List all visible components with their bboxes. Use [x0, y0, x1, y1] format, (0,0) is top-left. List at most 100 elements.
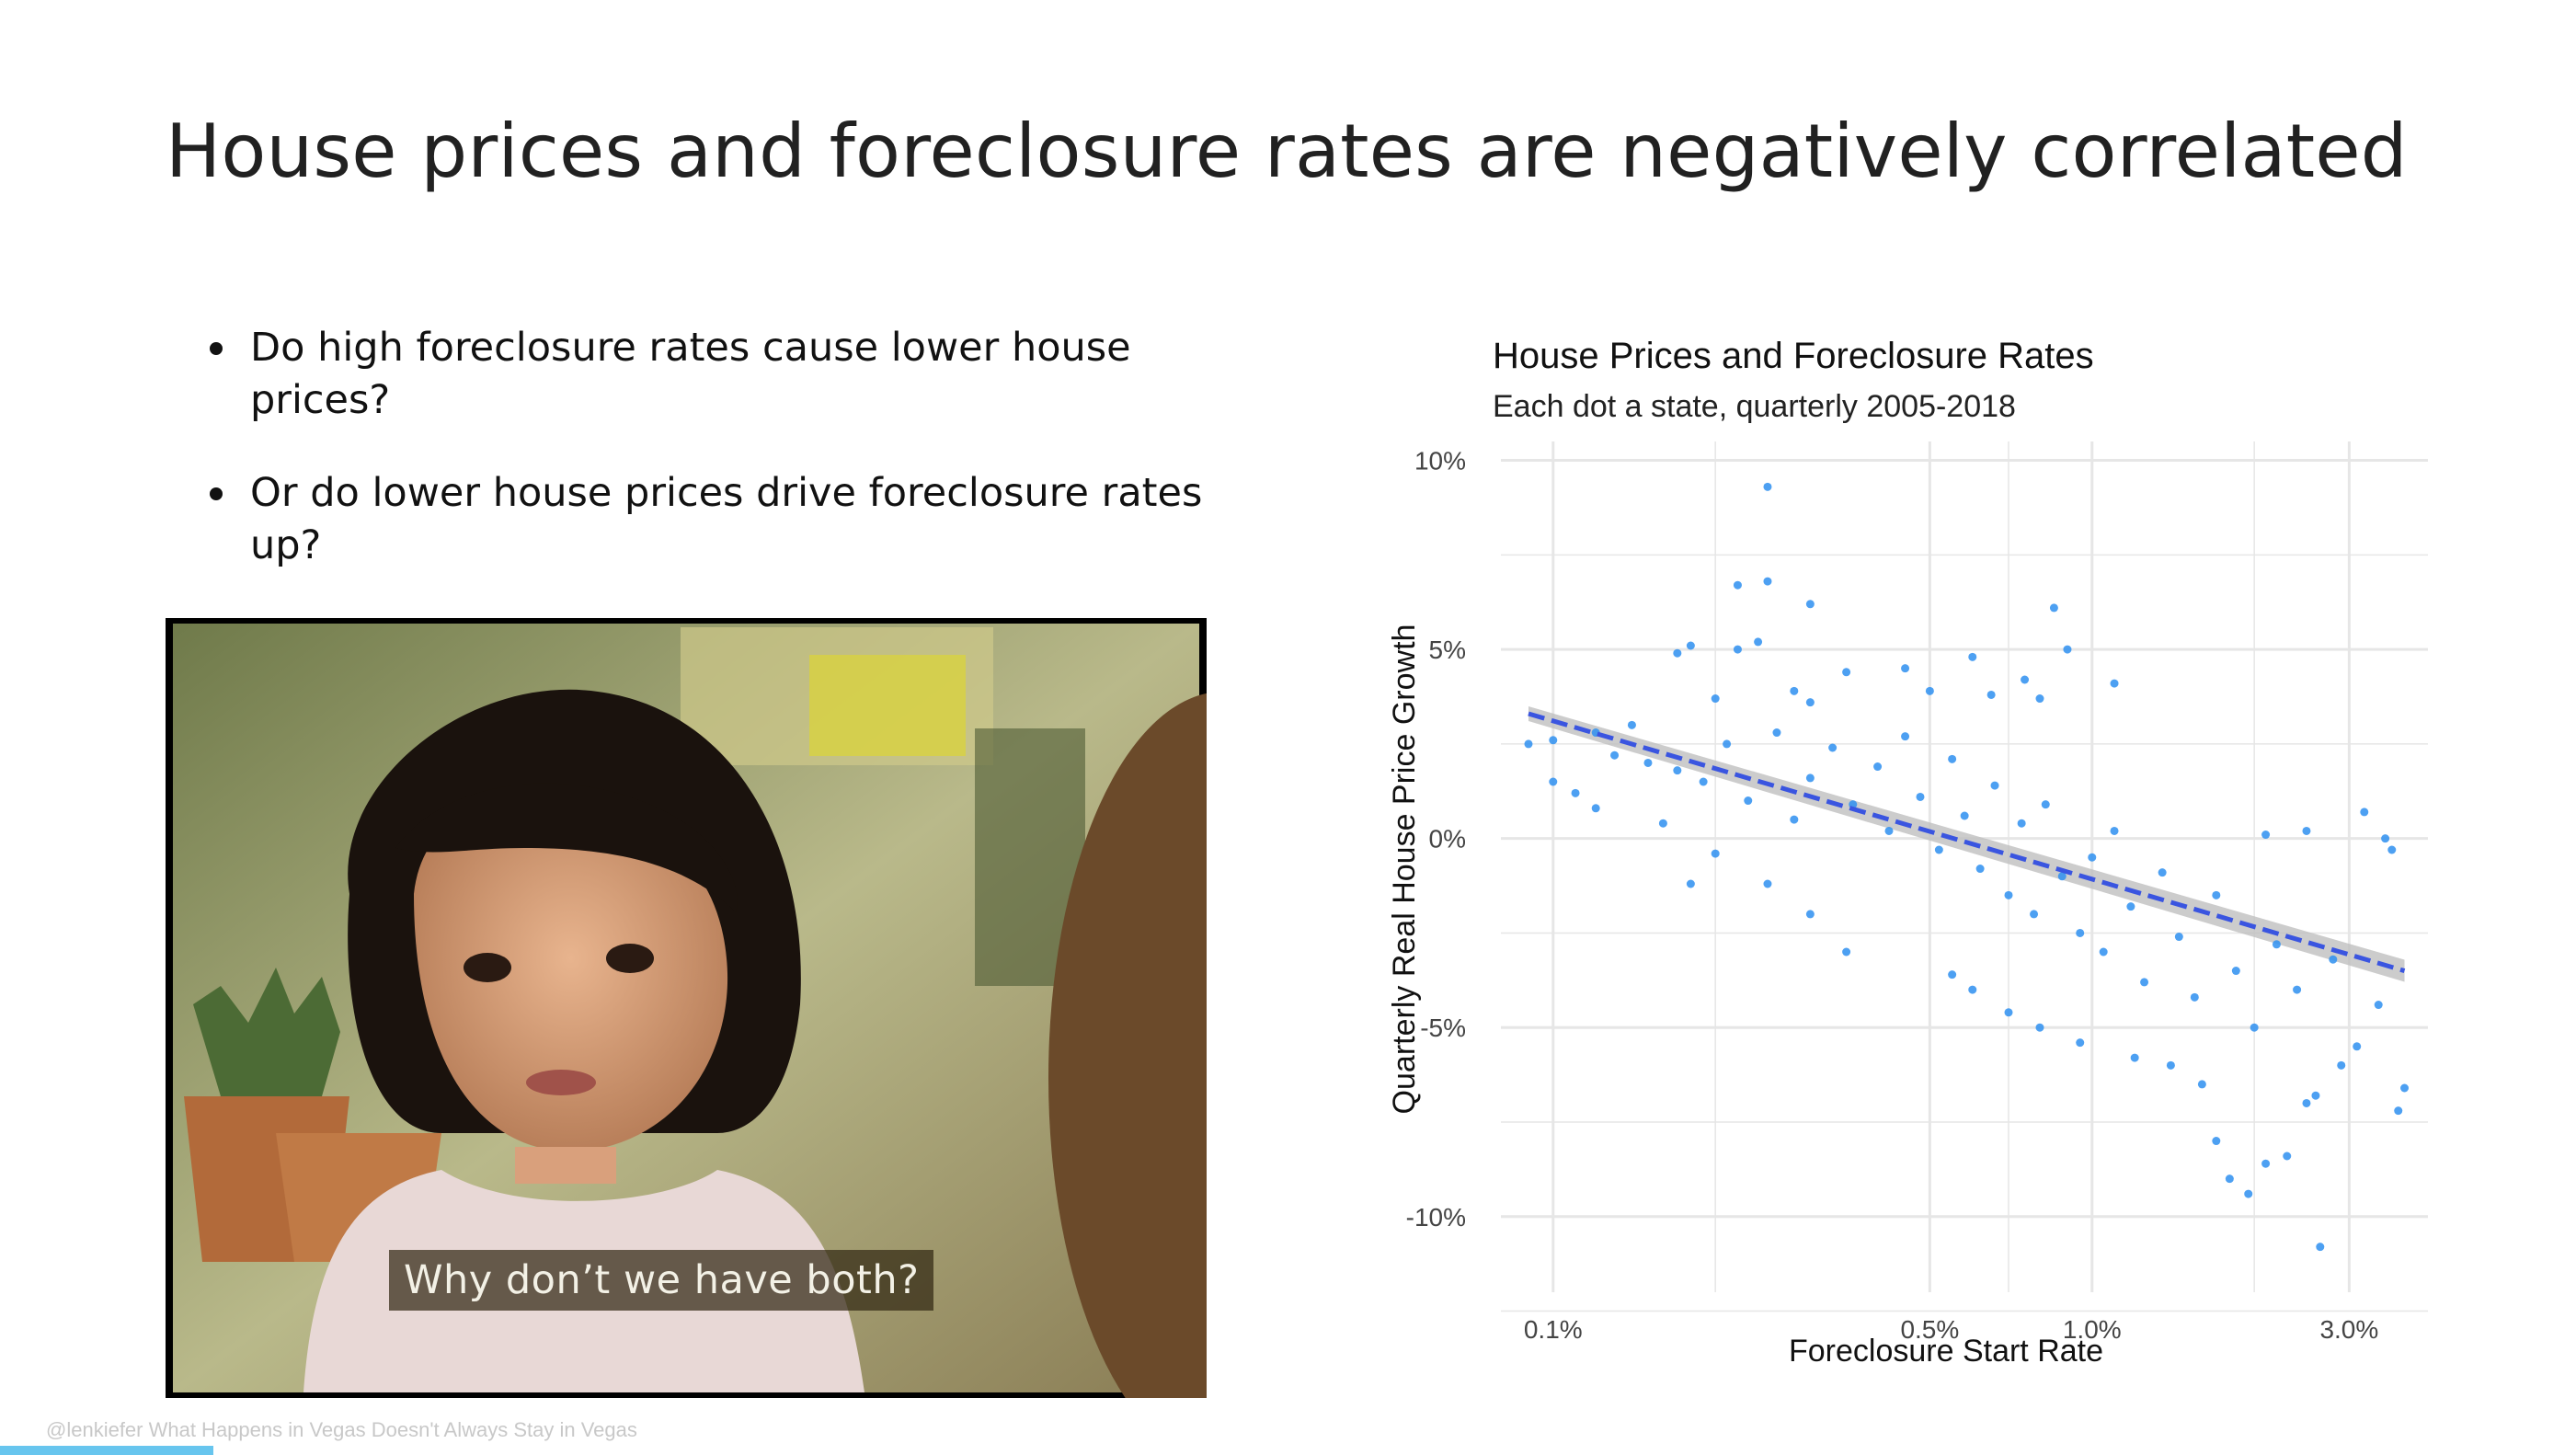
scatter-point: [2076, 928, 2085, 937]
grid-layer: [1501, 441, 2428, 1312]
scatter-point: [1627, 720, 1636, 729]
scatter-point: [1549, 777, 1558, 786]
scatter-point: [1744, 796, 1753, 806]
scatter-point: [2374, 1001, 2383, 1010]
scatter-point: [1591, 804, 1600, 813]
scatter-point: [2017, 819, 2026, 828]
scatter-point: [2329, 955, 2338, 964]
trend-layer: [1528, 711, 2406, 973]
scatter-point: [1790, 686, 1799, 695]
y-axis-label: Quarterly Real House Price Growth: [1387, 624, 1422, 1115]
tick-labels: 10% 5% 0% -5% -10% 0.1% 0.5% 1.0% 3.0%: [1406, 447, 2379, 1344]
slide-title: House prices and foreclosure rates are n…: [166, 109, 2408, 194]
scatter-point: [2302, 1098, 2311, 1107]
scatter-point: [2158, 868, 2167, 877]
scatter-point: [1733, 580, 1742, 590]
scatter-point: [1699, 777, 1708, 786]
scatter-point: [2076, 1038, 2085, 1048]
y-tick-label: 0%: [1429, 825, 1466, 854]
scatter-point: [1658, 819, 1667, 828]
trend-line: [1528, 711, 2406, 973]
scatter-point: [1673, 766, 1682, 775]
scatter-point: [2099, 947, 2108, 957]
scatter-point: [1610, 750, 1620, 760]
scatter-point: [2041, 800, 2050, 809]
scatter-point: [1828, 743, 1838, 752]
scatter-point: [2250, 1023, 2259, 1032]
scatter-point: [2063, 645, 2072, 654]
scatter-point: [1934, 845, 1943, 854]
scatter-point: [2316, 1243, 2325, 1252]
scatter-point: [1763, 482, 1772, 491]
scatter-point: [2126, 902, 2135, 911]
bullet-dot: [210, 342, 223, 355]
scatter-point: [1842, 668, 1851, 677]
scatter-point: [2400, 1083, 2410, 1093]
scatter-point: [1916, 792, 1925, 801]
scatter-point: [1805, 910, 1815, 919]
scatter-point: [2261, 831, 2271, 840]
scatter-point: [1763, 879, 1772, 888]
scatter-point: [1643, 758, 1653, 767]
scatter-point: [1524, 739, 1533, 749]
footer-credit: @lenkiefer What Happens in Vegas Doesn't…: [46, 1418, 637, 1441]
scatter-point: [1901, 664, 1910, 673]
scatter-point: [2225, 1174, 2234, 1184]
y-tick-label: 10%: [1414, 447, 1466, 475]
scatter-point: [1686, 641, 1695, 650]
scatter-point: [2360, 808, 2369, 817]
scatter-point: [2174, 933, 2183, 942]
scatter-point: [1805, 600, 1815, 609]
scatter-point: [2166, 1060, 2175, 1070]
scatter-point: [1986, 690, 1996, 699]
scatter-point: [1901, 732, 1910, 741]
scatter-point: [1968, 985, 1977, 994]
scatter-point: [2130, 1053, 2139, 1062]
y-tick-label: 5%: [1429, 636, 1466, 664]
scatter-point: [2293, 985, 2302, 994]
scatter-point: [2035, 694, 2044, 704]
bullet-dot: [210, 487, 223, 500]
meme-illustration: [173, 624, 1207, 1398]
scatter-point: [1723, 739, 1732, 749]
scatter-point: [1925, 686, 1934, 695]
scatter-point: [1686, 879, 1695, 888]
scatter-point: [1790, 815, 1799, 824]
scatter-point: [2035, 1023, 2044, 1032]
scatter-point: [1805, 698, 1815, 707]
scatter-point: [2004, 890, 2013, 899]
scatter-point: [1948, 970, 1957, 980]
scatter-point: [1571, 788, 1580, 797]
scatter-point: [2231, 967, 2240, 976]
scatter-point: [1763, 577, 1772, 586]
scatter-chart: House Prices and Foreclosure Rates Each …: [1387, 336, 2428, 1369]
scatter-point: [1733, 645, 1742, 654]
scatter-point: [2353, 1042, 2362, 1051]
scatter-point: [2302, 826, 2311, 835]
x-axis-label: Foreclosure Start Rate: [1789, 1334, 2103, 1369]
scatter-point: [2283, 1151, 2292, 1161]
scatter-point: [2057, 872, 2067, 881]
scatter-point: [2190, 992, 2199, 1002]
scatter-point: [2387, 845, 2397, 854]
scatter-point: [1711, 694, 1720, 704]
scatter-point: [2394, 1106, 2403, 1116]
x-tick-label: 1.0%: [2063, 1315, 2122, 1344]
scatter-point: [2272, 940, 2281, 949]
scatter-point: [1884, 826, 1894, 835]
points-layer: [1524, 482, 2410, 1252]
scatter-point: [1772, 728, 1781, 738]
meme-caption: Why don’t we have both?: [389, 1250, 934, 1311]
scatter-point: [2088, 853, 2097, 862]
scatter-point: [1805, 773, 1815, 783]
scatter-point: [2311, 1091, 2320, 1100]
bullet-item: Or do lower house prices drive foreclosu…: [210, 467, 1216, 572]
chart-title: House Prices and Foreclosure Rates: [1493, 336, 2094, 376]
scatter-point: [2244, 1189, 2253, 1198]
y-tick-label: -5%: [1420, 1014, 1466, 1042]
x-tick-label: 3.0%: [2319, 1315, 2378, 1344]
scatter-point: [1842, 947, 1851, 957]
scatter-point: [2110, 679, 2119, 688]
scatter-point: [2110, 826, 2119, 835]
bullet-item: Do high foreclosure rates cause lower ho…: [210, 322, 1216, 427]
